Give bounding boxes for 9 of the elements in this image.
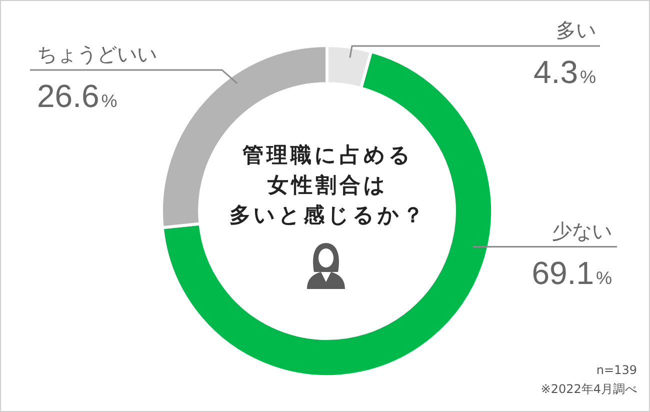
text: 管理職に占める女性割合は多いと感じるか？ [228,142,428,229]
slice-label: 少ない [552,218,612,243]
slice-label: 多い [556,18,596,42]
data-label: 4.3% [534,54,596,90]
data-label: 69.1% [532,254,612,291]
text: n=139 [596,363,637,377]
data-label: 26.6% [37,78,118,114]
text: ※2022年4月調べ [540,381,637,398]
slice-label: ちょうどいい [37,42,157,66]
